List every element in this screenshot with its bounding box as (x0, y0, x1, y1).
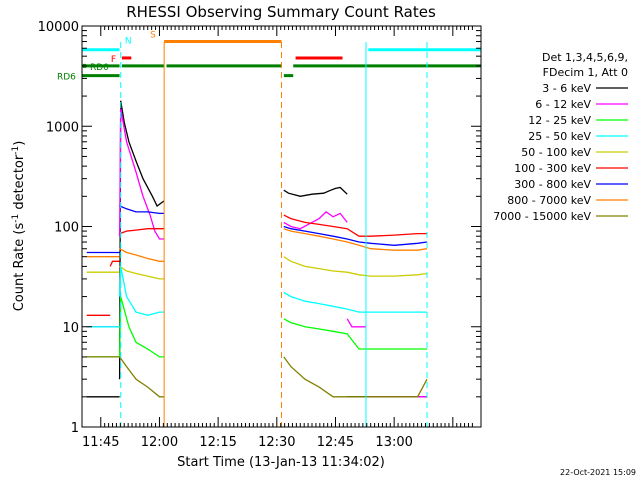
series-segment (283, 225, 428, 246)
legend-label: 100 - 300 keV (514, 162, 591, 175)
flag-label: RD6 (57, 73, 76, 83)
legend-label: 800 - 7000 keV (507, 194, 591, 207)
series-segment (283, 186, 348, 197)
series-segment (118, 108, 165, 240)
series-segment (283, 256, 428, 277)
y-axis-label: Count Rate (s-1 detector-1) (11, 141, 27, 312)
series-800-7000-keV (86, 228, 428, 262)
series-segment (346, 318, 366, 328)
series-segment (283, 214, 427, 237)
x-tick-label: 12:00 (141, 435, 178, 450)
series-segment (119, 228, 165, 235)
y-tick-label: 100 (54, 221, 79, 236)
series-50-100-keV (86, 256, 428, 280)
series-segment (283, 318, 427, 350)
y-axis-label-sup-1: -1 (11, 214, 21, 223)
x-tick-label: 13:00 (375, 435, 412, 450)
x-axis-ticks: 11:45 12:00 12:15 12:30 12:45 13:00 (82, 26, 473, 450)
chart-title: RHESSI Observing Summary Count Rates (126, 3, 436, 21)
series-300-800-keV (86, 205, 428, 254)
x-tick-label: 12:30 (258, 435, 295, 450)
y-axis-label-part-3: ) (12, 141, 27, 146)
series-100-300-keV (86, 214, 427, 316)
legend-label: 7000 - 15000 keV (493, 210, 591, 223)
series-segment (283, 228, 428, 251)
series-segment (119, 265, 165, 280)
legend: Det 1,3,4,5,6,9, FDecim 1, Att 0 3 - 6 k… (493, 51, 628, 223)
y-tick-label: 1 (71, 421, 79, 436)
series-segment (283, 291, 427, 313)
footer-timestamp: 22-Oct-2021 15:09 (560, 468, 636, 477)
flag-label: F (111, 55, 116, 65)
legend-header-line-1: Det 1,3,4,5,6,9, (542, 51, 628, 64)
flag-label: RD0 (90, 63, 109, 73)
series-segment (119, 356, 165, 398)
series-segment (118, 100, 165, 380)
x-tick-label: 11:45 (82, 435, 119, 450)
series-segment (109, 260, 120, 267)
series-segment (283, 211, 348, 230)
y-tick-label: 10000 (38, 20, 79, 35)
y-axis-ticks: 1 10 100 1000 10000 (38, 20, 481, 436)
series-segment (119, 248, 165, 262)
y-tick-label: 10 (62, 321, 79, 336)
x-axis-label: Start Time (13-Jan-13 11:34:02) (177, 455, 385, 470)
series-segment (283, 356, 428, 398)
flag-label: N (125, 37, 132, 47)
x-tick-label: 12:15 (199, 435, 236, 450)
legend-items: 3 - 6 keV 6 - 12 keV 12 - 25 keV 25 - 50 ke… (493, 82, 628, 223)
y-axis-label-sup-2: -1 (11, 146, 21, 155)
y-axis-label-part-1: Count Rate (s (12, 223, 27, 312)
legend-label: 6 - 12 keV (535, 98, 591, 111)
legend-header-line-2: FDecim 1, Att 0 (543, 66, 628, 79)
y-axis-label-part-2: detector (12, 154, 27, 214)
legend-label: 50 - 100 keV (521, 146, 591, 159)
series-layer (86, 100, 428, 398)
legend-label: 3 - 6 keV (542, 82, 591, 95)
series-segment (119, 205, 165, 215)
x-tick-label: 12:45 (317, 435, 354, 450)
flag-label: S (150, 31, 156, 41)
y-tick-label: 1000 (46, 120, 79, 135)
mode-change-lines (120, 42, 428, 427)
legend-label: 300 - 800 keV (514, 178, 591, 191)
legend-label: 25 - 50 keV (528, 130, 591, 143)
series-7000-15000-keV (86, 356, 428, 398)
legend-label: 12 - 25 keV (528, 114, 591, 127)
